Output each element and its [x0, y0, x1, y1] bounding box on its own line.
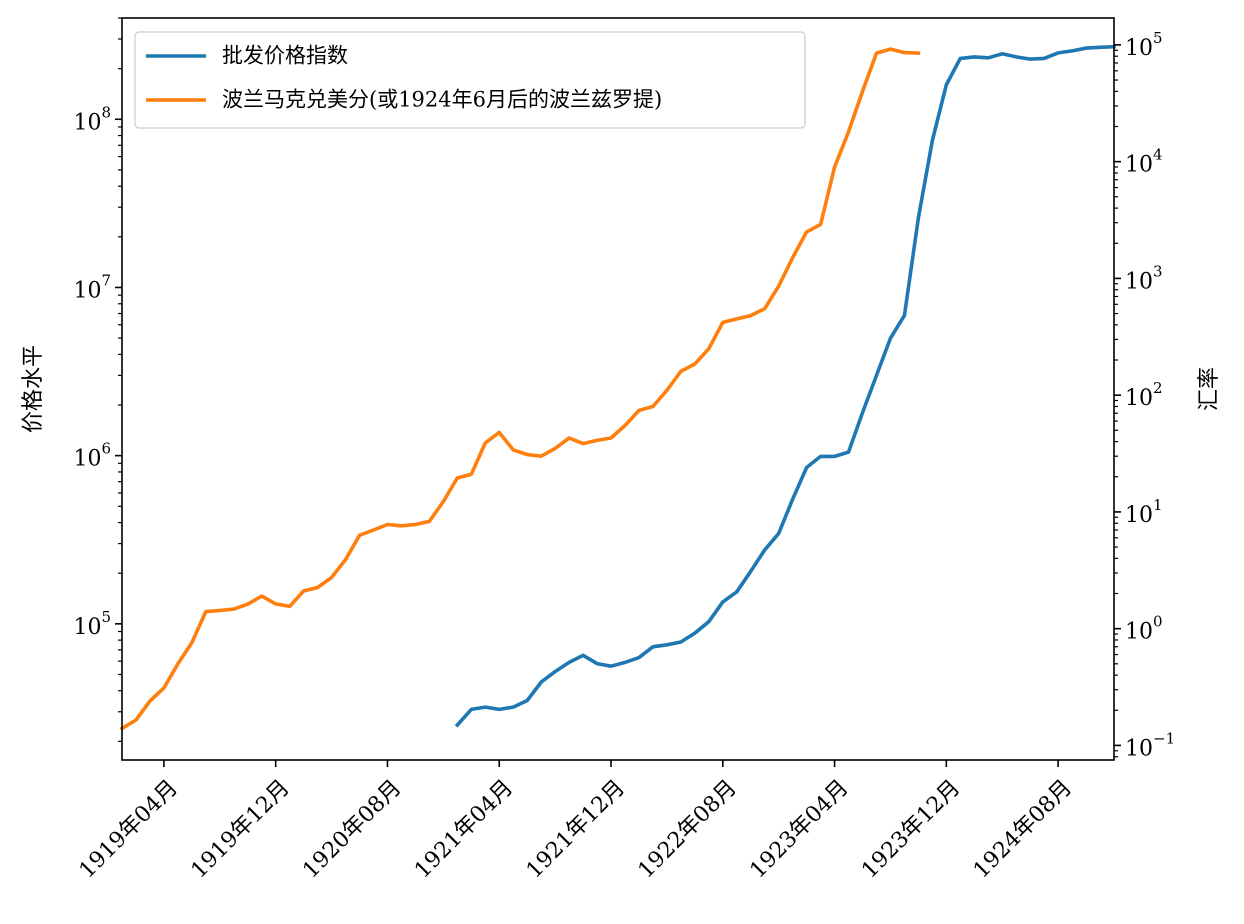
legend-label-2: 波兰马克兑美分(或1924年6月后的波兰兹罗提): [222, 88, 662, 112]
y-right-axis-label: 汇率: [1197, 367, 1222, 411]
legend-label-1: 批发价格指数: [222, 44, 348, 68]
y-left-axis-label: 价格水平: [21, 345, 46, 433]
